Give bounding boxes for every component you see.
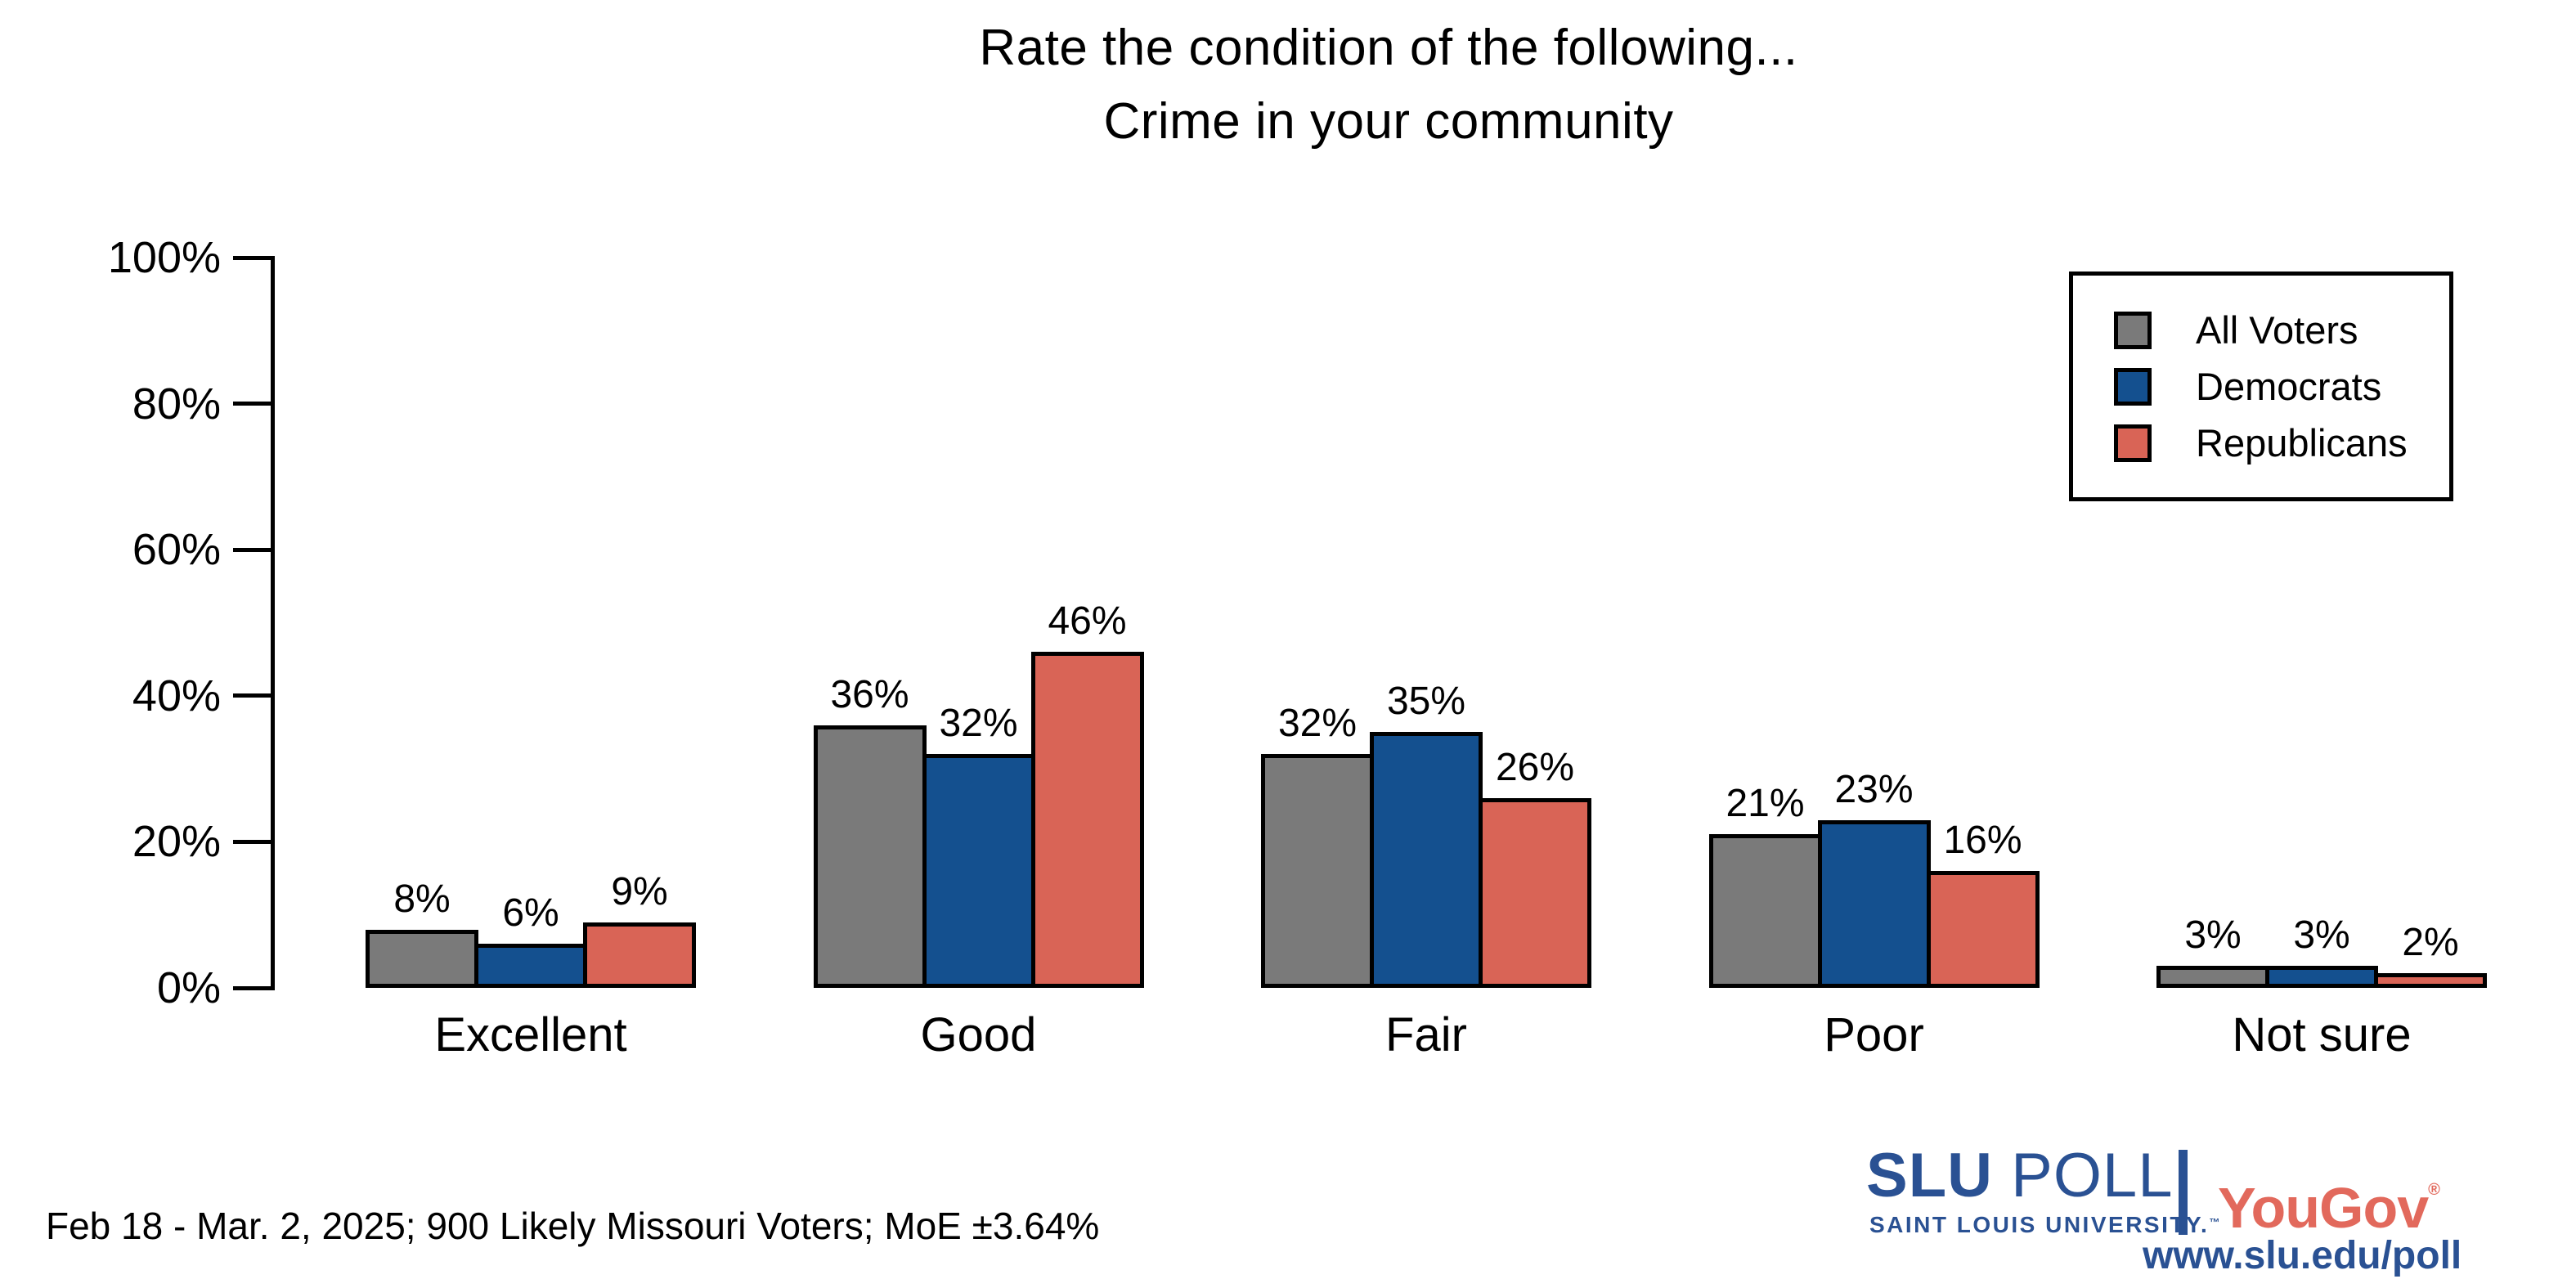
legend-item-democrats: Democrats <box>2114 367 2449 406</box>
legend-swatch-democrats <box>2114 367 2152 406</box>
bar-value-republicans-excellent: 9% <box>611 869 668 913</box>
bar-value-democrats-excellent: 6% <box>502 891 559 936</box>
y-axis-tick-20 <box>233 839 271 844</box>
legend-label-all-voters: All Voters <box>2196 308 2358 352</box>
bar-all-voters-not-sure <box>2156 966 2269 988</box>
legend: All Voters Democrats Republicans <box>2069 272 2453 501</box>
y-axis-tick-label-100: 100% <box>107 233 221 282</box>
bar-value-all-voters-excellent: 8% <box>393 877 451 921</box>
trademark-symbol: ™ <box>2209 1216 2220 1228</box>
bar-group-not-sure: 3% 3% 2% Not sure <box>2156 258 2487 1061</box>
yougov-logo: YouGov® <box>2218 1161 2440 1236</box>
bar-group-fair: 32% 35% 26% Fair <box>1261 258 1591 1061</box>
bar-republicans-excellent <box>583 922 696 988</box>
bar-republicans-fair <box>1479 797 1591 988</box>
y-axis-tick-label-60: 60% <box>132 525 221 575</box>
bar-value-republicans-poor: 16% <box>1943 819 2022 863</box>
bar-value-all-voters-fair: 32% <box>1277 702 1358 746</box>
category-label-fair: Fair <box>1385 1008 1467 1061</box>
bar-value-all-voters-good: 36% <box>830 672 909 716</box>
y-axis-tick-0 <box>233 985 271 990</box>
category-label-not-sure: Not sure <box>2232 1008 2412 1061</box>
bar-democrats-good <box>922 754 1035 988</box>
legend-item-republicans: Republicans <box>2114 424 2449 462</box>
bar-democrats-excellent <box>474 944 587 988</box>
y-axis-tick-label-80: 80% <box>132 379 221 429</box>
legend-swatch-republicans <box>2114 424 2152 462</box>
y-axis-line <box>271 256 275 990</box>
slu-university-text: SAINT LOUIS UNIVERSITY. <box>1869 1212 2210 1237</box>
bar-value-democrats-poor: 23% <box>1834 767 1914 811</box>
category-label-poor: Poor <box>1824 1008 1924 1061</box>
y-axis-tick-label-0: 0% <box>156 963 221 1012</box>
registered-symbol: ® <box>2428 1181 2440 1199</box>
chart-title: Rate the condition of the following... C… <box>275 11 2502 159</box>
chart-title-line2: Crime in your community <box>1103 92 1674 150</box>
bar-democrats-not-sure <box>2265 966 2378 988</box>
source-note: Feb 18 - Mar. 2, 2025; 900 Likely Missou… <box>46 1205 1100 1247</box>
category-label-good: Good <box>920 1008 1037 1061</box>
chart-title-line1: Rate the condition of the following... <box>979 20 1798 76</box>
bar-group-poor: 21% 23% 16% Poor <box>1708 258 2040 1061</box>
slu-university-tagline: SAINT LOUIS UNIVERSITY.™ <box>1869 1212 2219 1238</box>
y-axis-tick-100 <box>233 255 271 260</box>
y-axis-tick-80 <box>233 402 271 406</box>
legend-item-all-voters: All Voters <box>2114 311 2449 349</box>
legend-swatch-all-voters <box>2114 311 2152 349</box>
y-axis-tick-label-40: 40% <box>132 671 221 720</box>
bar-all-voters-poor <box>1708 834 1822 988</box>
legend-label-republicans: Republicans <box>2196 421 2408 464</box>
yougov-logo-text: YouGov <box>2218 1176 2429 1240</box>
bar-republicans-not-sure <box>2374 973 2487 988</box>
bar-all-voters-good <box>813 725 927 988</box>
bar-democrats-fair <box>1370 732 1483 988</box>
bar-value-republicans-fair: 26% <box>1495 745 1575 789</box>
bar-value-all-voters-poor: 21% <box>1726 782 1805 826</box>
bar-value-republicans-good: 46% <box>1048 599 1127 644</box>
plot-area: 0% 20% 40% 60% 80% 100% 8% 6% 9% Excellent 36% 32% 4… <box>108 236 2502 1061</box>
slu-poll-url: www.slu.edu/poll <box>2143 1234 2462 1277</box>
bar-all-voters-fair <box>1261 754 1374 988</box>
bar-republicans-good <box>1030 652 1144 988</box>
bar-all-voters-excellent <box>366 929 478 988</box>
bar-value-democrats-good: 32% <box>939 702 1018 746</box>
y-axis-tick-label-20: 20% <box>132 817 221 867</box>
bar-republicans-poor <box>1926 871 2040 988</box>
logo-divider <box>2179 1150 2188 1235</box>
y-axis-tick-60 <box>233 547 271 552</box>
bar-value-all-voters-not-sure: 3% <box>2184 913 2242 958</box>
category-label-excellent: Excellent <box>434 1008 627 1061</box>
bar-value-republicans-not-sure: 2% <box>2402 921 2459 965</box>
bar-group-good: 36% 32% 46% Good <box>813 258 1144 1061</box>
bar-value-democrats-fair: 35% <box>1386 680 1466 724</box>
bar-value-democrats-not-sure: 3% <box>2293 913 2350 958</box>
poll-logo-text: POLL <box>2011 1141 2174 1210</box>
slu-poll-logo: SLU POLL <box>1866 1145 2173 1207</box>
y-axis-tick-40 <box>233 693 271 698</box>
bar-group-excellent: 8% 6% 9% Excellent <box>366 258 696 1061</box>
slu-logo-text: SLU <box>1866 1141 1993 1210</box>
legend-label-democrats: Democrats <box>2196 365 2382 408</box>
